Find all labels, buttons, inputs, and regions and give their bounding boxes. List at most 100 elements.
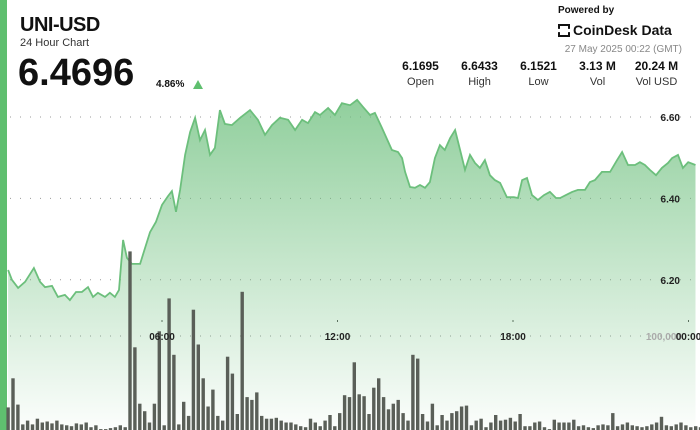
volume-bar [284, 422, 288, 430]
stat-value: 6.1521 [520, 59, 557, 73]
volume-bar [269, 418, 274, 430]
volume-bar [182, 401, 186, 430]
volume-bar [537, 421, 542, 430]
volume-bar [484, 427, 488, 430]
volume-bar [94, 425, 98, 430]
volume-bar [664, 425, 669, 430]
volume-bar [572, 419, 576, 430]
stat-label: Low [528, 76, 549, 88]
volume-bar [318, 426, 322, 430]
volume-bar [464, 405, 469, 430]
timestamp: 27 May 2025 00:22 (GMT) [564, 44, 682, 55]
volume-bar [245, 397, 249, 430]
volume-bar [489, 422, 493, 430]
volume-bar [113, 427, 118, 430]
volume-bar [11, 378, 15, 430]
stat-label: Vol USD [635, 76, 678, 88]
volume-bar [65, 425, 69, 430]
x-tick-label: 06:00 [149, 332, 175, 343]
volume-bar [581, 425, 586, 430]
volume-bar [167, 298, 171, 430]
volume-bar [177, 424, 181, 430]
volume-bar [221, 420, 225, 430]
volume-bar [328, 415, 332, 430]
volume-bar [147, 422, 152, 430]
volume-bar [357, 394, 361, 430]
volume-bar [469, 425, 474, 430]
volume-bar [235, 414, 239, 430]
volume-bar [372, 387, 376, 430]
volume-bar [611, 413, 615, 430]
volume-bar [455, 411, 459, 430]
volume-bar [172, 354, 176, 430]
symbol-title: UNI-USD [20, 14, 100, 36]
volume-bar [362, 396, 366, 430]
volume-bar [89, 427, 93, 430]
volume-bar [279, 420, 283, 430]
volume-bar [21, 424, 25, 430]
price-area [8, 99, 696, 430]
volume-bar [630, 425, 634, 430]
volume-bar [591, 428, 595, 430]
volume-bar [16, 404, 20, 430]
volume-bar [698, 427, 700, 430]
volume-bar [381, 397, 386, 430]
x-tick-label: 12:00 [325, 332, 351, 343]
volume-bar [445, 420, 449, 430]
volume-bar [40, 422, 44, 430]
y-tick-label: 6.60 [661, 113, 681, 124]
volume-bar [596, 425, 600, 430]
volume-bar [508, 417, 513, 430]
volume-bar [659, 416, 664, 430]
volume-bar [133, 347, 137, 430]
stat-value: 6.6433 [461, 59, 498, 73]
volume-bar [128, 251, 132, 430]
volume-bar [435, 425, 439, 430]
volume-bar [225, 356, 230, 430]
volume-bar [206, 406, 210, 430]
volume-bar [333, 426, 337, 430]
volume-bar [216, 415, 220, 430]
volume-tick-label: 100,000 [646, 332, 683, 343]
volume-bar [240, 291, 244, 430]
volume-bar [367, 414, 371, 430]
y-tick-label: 6.20 [661, 276, 681, 287]
volume-bar [689, 427, 693, 430]
volume-bar [650, 424, 654, 430]
volume-bar [162, 425, 166, 430]
volume-bar [191, 309, 196, 430]
volume-bar [635, 426, 639, 430]
stat-high: 6.6433 High [450, 59, 509, 88]
volume-bar [260, 415, 264, 430]
stat-value: 3.13 M [579, 59, 616, 73]
volume-bar [601, 424, 605, 430]
volume-bar [323, 420, 327, 430]
volume-bar [416, 358, 420, 430]
volume-bar [25, 420, 30, 430]
volume-bar [420, 414, 425, 430]
volume-bar [542, 427, 547, 430]
volume-bar [45, 421, 49, 430]
up-arrow-icon [193, 80, 203, 89]
volume-bar [562, 422, 566, 430]
volume-bar [406, 420, 410, 430]
volume-bar [196, 344, 200, 430]
coindesk-mark-icon [558, 23, 570, 37]
volume-bar [79, 424, 83, 430]
volume-bar [84, 422, 88, 430]
brand-name: CoinDesk Data [573, 22, 672, 38]
volume-bar [401, 413, 405, 430]
accent-bar [0, 0, 7, 430]
chart-subtitle: 24 Hour Chart [20, 37, 90, 49]
volume-bar [6, 407, 10, 430]
stat-open: 6.1695 Open [391, 59, 450, 88]
volume-bar [123, 427, 127, 430]
price-line [7, 98, 696, 302]
volume-bar [308, 418, 313, 430]
volume-bar [606, 425, 610, 430]
volume-bar [313, 422, 317, 430]
volume-bar [440, 415, 444, 430]
volume-bar [35, 418, 40, 430]
volume-bar [459, 406, 464, 430]
volume-bar [576, 426, 581, 430]
